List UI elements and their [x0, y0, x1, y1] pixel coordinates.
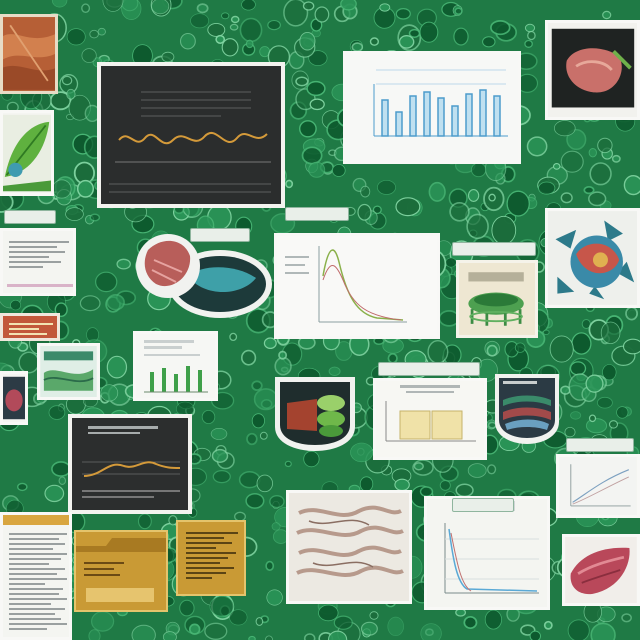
label-tag-7: [566, 438, 634, 452]
waveform-chart: [101, 66, 281, 204]
decay-curve-graphic: [277, 236, 437, 336]
red-tissue-icon: [565, 537, 637, 603]
tissue-thumb-icon: [3, 376, 25, 420]
page-header-band: [3, 515, 69, 525]
signal-graphic: [72, 418, 188, 510]
falling-line-chart: [424, 496, 550, 610]
label-tag-5: [378, 362, 480, 376]
layered-tissue-badge: [273, 373, 357, 453]
fiber-tissue-photo: [286, 490, 412, 604]
blue-bar-chart: [343, 51, 521, 164]
green-bar-card: [133, 331, 218, 401]
text-page-bottom-left: [0, 512, 72, 640]
landscape-icon: [40, 346, 97, 397]
green-bars-graphic: [136, 334, 215, 398]
red-tissue-photo-bottom-right: [562, 534, 640, 606]
yellow-blocks-chart: [373, 378, 487, 460]
bar-mark: [423, 91, 431, 137]
falling-line-graphic: [444, 523, 539, 594]
bar-mark: [493, 95, 501, 137]
bar-mark: [479, 89, 487, 137]
green-structure-diagram: [456, 260, 538, 338]
waveform-monitor: [97, 62, 285, 208]
bar-mark: [381, 99, 389, 137]
tissue-sample-dark: [545, 20, 640, 120]
tissue-texture-icon: [3, 18, 55, 90]
leaf-illustration: [0, 110, 54, 196]
cell-icon: [548, 211, 637, 305]
bar-mark: [451, 105, 459, 137]
bar-mark: [395, 111, 403, 137]
gold-card: [176, 520, 246, 596]
landscape-thumbnail: [37, 343, 100, 400]
small-text-card-left: [0, 228, 76, 296]
stacked-layers-icon: [495, 374, 559, 444]
yellow-blocks-graphic: [376, 381, 484, 457]
tissue-sample-icon: [548, 23, 637, 117]
bar-mark: [465, 93, 473, 137]
structure-icon: [459, 263, 535, 335]
tissue-photo-top-left: [0, 14, 58, 94]
label-tag-3: [190, 228, 250, 242]
bar-chart-graphic: [346, 54, 518, 161]
label-tag-4: [452, 242, 536, 256]
leaf-icon: [3, 114, 51, 192]
decay-curve-chart: [274, 233, 440, 339]
stacked-layers-badge: [493, 372, 561, 446]
folder-icon: [76, 532, 166, 610]
fiber-tissue-icon: [289, 493, 409, 601]
small-line-graphic: [559, 457, 637, 515]
label-tag-2: [285, 207, 349, 221]
tissue-thumbnail-left: [0, 371, 28, 425]
pink-rule: [7, 284, 73, 287]
organ-icon: [136, 234, 272, 318]
small-red-card: [0, 313, 60, 341]
dark-signal-monitor: [68, 414, 192, 514]
label-tag-1: [4, 210, 56, 224]
cell-diagram-right: [545, 208, 640, 308]
bar-mark: [409, 95, 417, 137]
gold-folder: [74, 530, 168, 612]
bar-mark: [437, 97, 445, 137]
small-line-chart-right: [556, 454, 640, 518]
organ-diagram-round: [132, 220, 274, 320]
label-tag-6: [452, 498, 514, 512]
layered-tissue-icon: [275, 377, 355, 451]
